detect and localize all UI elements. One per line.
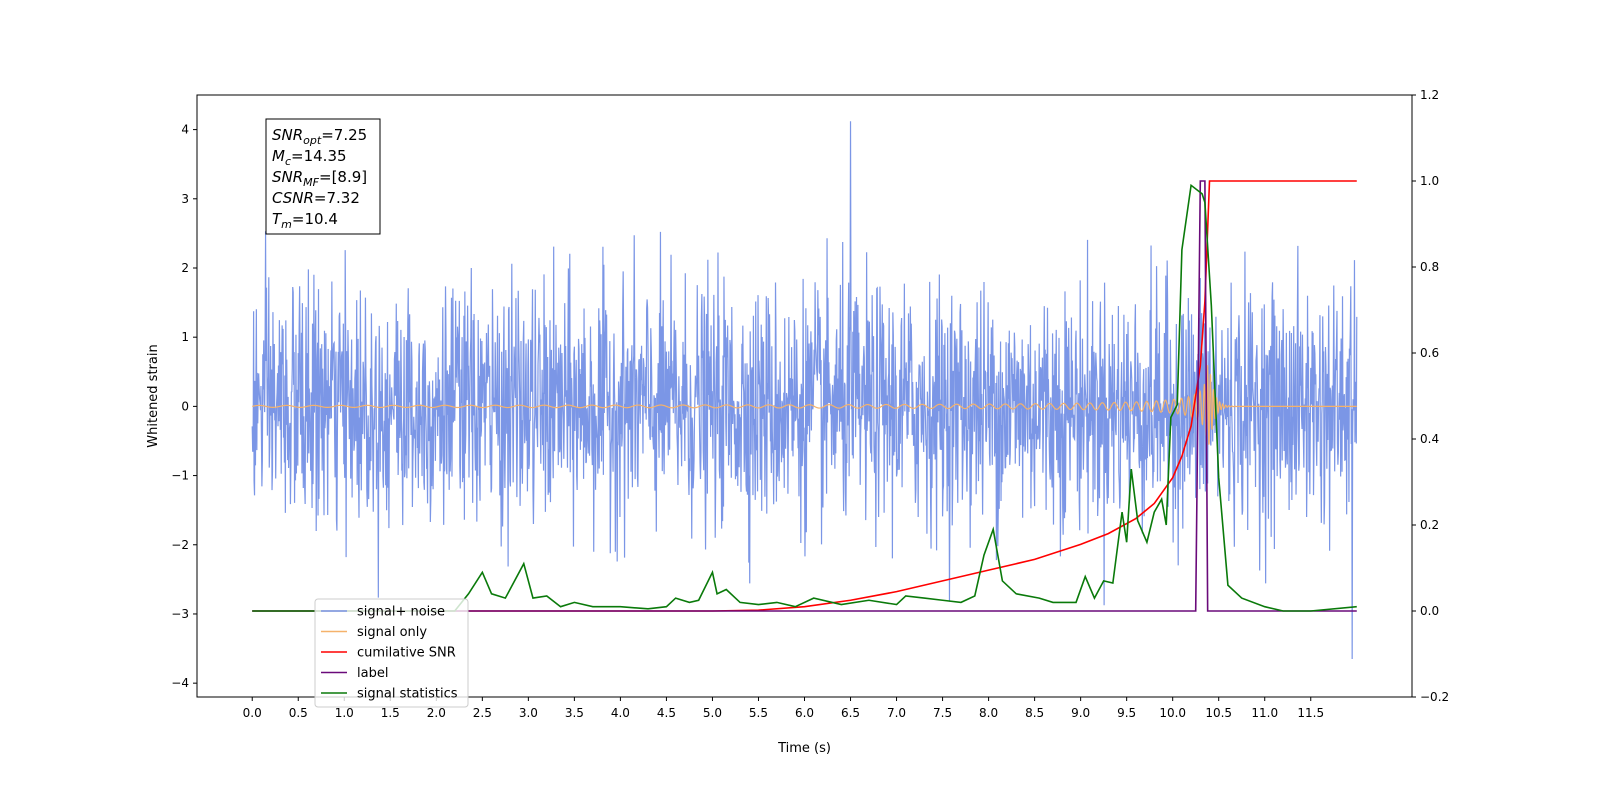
x-tick-label: 6.5 [841, 706, 860, 720]
x-tick-label: 2.0 [427, 706, 446, 720]
x-tick-label: 8.0 [979, 706, 998, 720]
annotation-line: SNRopt=7.25 [272, 126, 367, 147]
x-tick-label: 2.5 [473, 706, 492, 720]
x-tick-label: 11.0 [1251, 706, 1278, 720]
annotation-value: =14.35 [291, 147, 347, 165]
annotation-box: SNRopt=7.25Mc=14.35SNRMF=[8.9]CSNR=7.32T… [265, 118, 381, 235]
annotation-symbol: M [272, 147, 285, 165]
x-tick-label: 7.5 [933, 706, 952, 720]
legend-frame [314, 598, 469, 708]
y-tick-label-left: −3 [171, 607, 189, 621]
y-axis-label-left: Whitened strain [146, 344, 161, 447]
series-line-signal-noise [251, 121, 1358, 659]
y-tick-label-left: 3 [181, 192, 189, 206]
annotation-frame [265, 118, 381, 235]
y-tick-label-right: −0.2 [1420, 690, 1449, 704]
x-tick-label: 9.0 [1071, 706, 1090, 720]
annotation-symbol: SNR [272, 168, 303, 186]
x-tick-label: 8.5 [1025, 706, 1044, 720]
y-tick-label-right: 0.8 [1420, 260, 1439, 274]
y-tick-label-left: −1 [171, 469, 189, 483]
x-tick-label: 4.5 [657, 706, 676, 720]
plot-area [251, 121, 1358, 659]
x-axis-label: Time (s) [777, 741, 831, 756]
annotation-symbol: SNR [272, 126, 303, 144]
series-group [251, 121, 1358, 659]
y-tick-label-right: 1.2 [1420, 88, 1439, 102]
annotation-subscript: opt [303, 134, 322, 147]
x-tick-label: 3.0 [519, 706, 538, 720]
annotation-value: =[8.9] [319, 168, 367, 186]
series-line-signal-statistics [252, 183, 1357, 612]
axes: 0.0 0.5 1.0 1.5 2.0 2.5 3.0 3.5 4.0 4.5 5.0 5.5 6.0 6… [171, 88, 1449, 720]
x-tick-label: 7.0 [887, 706, 906, 720]
y-tick-label-left: −2 [171, 538, 189, 552]
annotation-subscript: c [285, 155, 291, 168]
annotation-symbol: T [272, 210, 283, 228]
annotation-line: Mc=14.35 [272, 147, 347, 168]
annotation-line: SNRMF=[8.9] [272, 168, 367, 189]
x-tick-label: 11.5 [1297, 706, 1324, 720]
x-tick-label: 5.0 [703, 706, 722, 720]
y-tick-label-left: −4 [171, 676, 189, 690]
legend-label-cumilative-snr: cumilative SNR [357, 646, 456, 661]
x-tick-label: 9.5 [1117, 706, 1136, 720]
annotation-value: =10.4 [292, 210, 338, 228]
annotation-line: Tm=10.4 [272, 210, 338, 231]
x-tick-label: 4.0 [611, 706, 630, 720]
legend-label-signal-only: signal only [357, 625, 427, 640]
annotation-subscript: MF [303, 176, 319, 189]
x-tick-label: 0.5 [289, 706, 308, 720]
annotation-symbol: CSNR [272, 189, 314, 207]
series-line-label [252, 180, 1357, 612]
y-tick-label-right: 0.2 [1420, 518, 1439, 532]
legend-label-signal-noise: signal+ noise [357, 605, 445, 620]
y-tick-label-right: 0.0 [1420, 604, 1439, 618]
y-tick-label-left: 1 [181, 330, 189, 344]
y-tick-label-right: 1.0 [1420, 174, 1439, 188]
annotation-subscript: m [281, 218, 292, 231]
x-tick-label: 1.0 [335, 706, 354, 720]
x-tick-label: 0.0 [243, 706, 262, 720]
series-line-signal-only [252, 365, 1357, 445]
y-tick-label-left: 0 [181, 399, 189, 413]
y-tick-label-right: 0.6 [1420, 346, 1439, 360]
x-tick-label: 3.5 [565, 706, 584, 720]
y-tick-label-left: 2 [181, 261, 189, 275]
annotation-line: CSNR=7.32 [272, 189, 360, 207]
x-tick-label: 10.0 [1159, 706, 1186, 720]
y-tick-label-left: 4 [181, 123, 189, 137]
legend-label-label: label [357, 666, 388, 681]
legend-label-signal-statistics: signal statistics [357, 687, 458, 702]
x-tick-label: 6.0 [795, 706, 814, 720]
y-tick-label-right: 0.4 [1420, 432, 1439, 446]
x-tick-label: 10.5 [1205, 706, 1232, 720]
x-tick-label: 5.5 [749, 706, 768, 720]
annotation-value: =7.32 [314, 189, 360, 207]
x-tick-label: 1.5 [381, 706, 400, 720]
annotation-value: =7.25 [321, 126, 367, 144]
legend: signal+ noise signal only cumilative SNR la… [314, 598, 469, 708]
